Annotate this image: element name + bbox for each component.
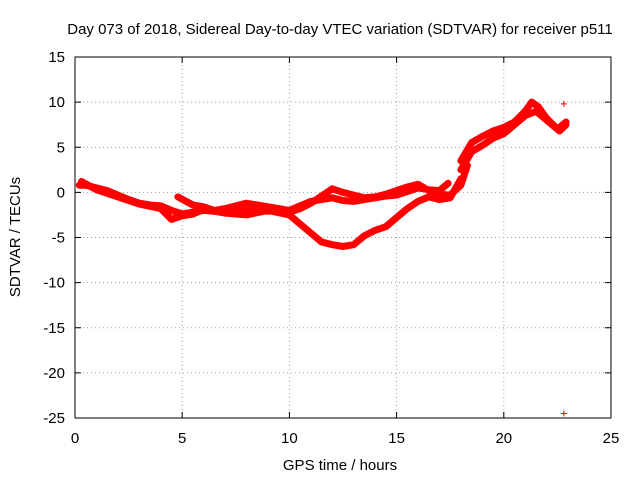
data-point <box>264 203 271 210</box>
data-point <box>243 211 250 218</box>
data-point <box>350 198 357 205</box>
data-point <box>532 108 539 115</box>
x-axis-label: GPS time / hours <box>283 457 397 474</box>
data-point <box>372 194 379 201</box>
data-point <box>457 175 464 182</box>
data-point <box>286 207 293 214</box>
data-point <box>500 130 507 137</box>
y-tick-label: 0 <box>57 184 65 201</box>
series-sdtvar-isolated <box>560 100 567 417</box>
axis-ticks: 0 5 10 15 20 25 15 10 5 0 -5 -10 -15 -20 -25 <box>43 49 619 447</box>
data-point <box>114 193 121 200</box>
data-point <box>200 203 207 210</box>
data-point <box>425 193 432 200</box>
data-point <box>393 192 400 199</box>
data-point <box>340 243 346 250</box>
series-sdtvar-track-e <box>457 107 570 174</box>
data-point <box>543 117 550 124</box>
data-point <box>222 205 229 212</box>
x-tick-label: 15 <box>388 430 405 447</box>
data-point <box>479 133 486 140</box>
series-sdtvar-track-c <box>174 179 452 214</box>
data-point <box>445 180 452 187</box>
data-point <box>168 216 175 223</box>
data-point <box>350 241 357 248</box>
data-point <box>361 232 368 239</box>
data-point <box>560 100 567 107</box>
data-point <box>415 184 422 191</box>
data-point <box>168 207 175 214</box>
data-point <box>232 202 239 209</box>
y-tick-label: 10 <box>48 94 65 111</box>
series-sdtvar-track-b <box>77 175 465 250</box>
data-series <box>75 98 570 417</box>
data-point <box>415 198 422 205</box>
data-point <box>174 193 181 200</box>
y-tick-label: -10 <box>43 275 65 292</box>
y-tick-label: -15 <box>43 320 65 337</box>
y-tick-label: -25 <box>43 410 65 427</box>
data-point <box>340 197 346 204</box>
data-point <box>307 198 314 205</box>
data-point <box>490 135 497 142</box>
data-point <box>436 196 443 203</box>
data-point <box>382 192 389 199</box>
data-point <box>511 121 518 128</box>
data-point <box>297 220 304 227</box>
data-point <box>318 196 325 203</box>
y-tick-label: 5 <box>57 139 65 156</box>
x-tick-label: 10 <box>281 430 298 447</box>
data-point <box>522 112 529 119</box>
x-tick-label: 0 <box>71 430 79 447</box>
data-point <box>468 148 475 155</box>
data-point <box>329 194 336 201</box>
data-point <box>425 186 432 193</box>
data-point <box>490 128 497 135</box>
data-point <box>554 126 561 133</box>
y-tick-label: 15 <box>48 49 65 66</box>
data-point <box>436 187 443 194</box>
chart-title: Day 073 of 2018, Sidereal Day-to-day VTE… <box>67 21 613 38</box>
x-tick-label: 25 <box>603 430 620 447</box>
data-point <box>562 118 569 125</box>
data-point <box>528 99 535 106</box>
data-point <box>211 207 218 214</box>
data-point <box>93 186 100 193</box>
data-point <box>179 212 186 219</box>
data-point <box>393 214 400 221</box>
data-point <box>297 202 304 209</box>
data-point <box>404 188 411 195</box>
data-point <box>254 202 261 209</box>
data-point <box>136 201 143 208</box>
data-point <box>329 241 336 248</box>
data-point <box>340 189 346 196</box>
x-tick-label: 5 <box>178 430 186 447</box>
data-point <box>307 229 314 236</box>
data-point <box>189 202 196 209</box>
data-point <box>457 166 464 173</box>
data-point <box>447 194 454 201</box>
data-point <box>479 142 486 149</box>
data-point <box>560 410 567 417</box>
data-point <box>157 205 164 212</box>
data-point <box>468 139 475 146</box>
y-tick-label: -20 <box>43 365 65 382</box>
data-point <box>243 200 250 207</box>
data-point <box>189 211 196 218</box>
data-point <box>78 178 85 185</box>
x-tick-label: 20 <box>495 430 512 447</box>
y-axis-label: SDTVAR / TECUs <box>7 177 24 297</box>
data-point <box>329 185 336 192</box>
data-point <box>350 192 357 199</box>
data-point <box>361 196 368 203</box>
data-point <box>275 205 282 212</box>
y-tick-label: -5 <box>52 230 65 247</box>
data-point <box>382 223 389 230</box>
data-point <box>318 239 325 246</box>
data-point <box>404 205 411 212</box>
data-point <box>372 227 379 234</box>
